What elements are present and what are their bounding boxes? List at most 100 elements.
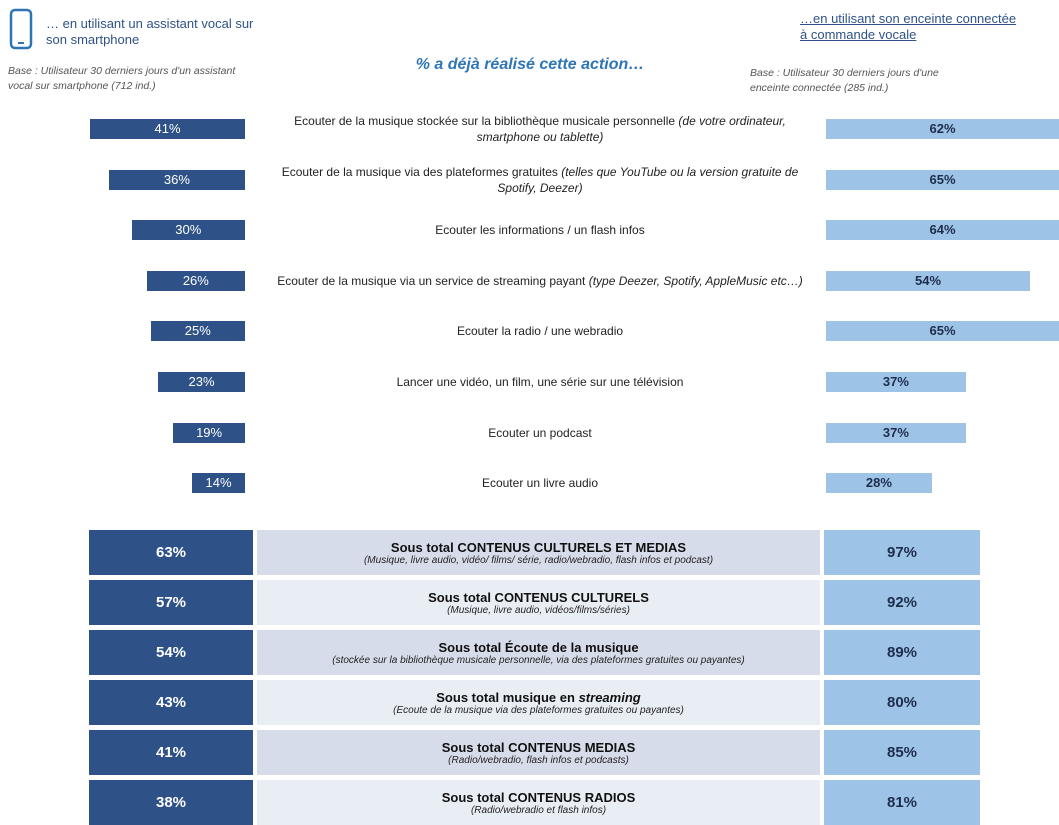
phone-icon [9, 8, 33, 50]
table-right-cell: 97% [824, 530, 980, 575]
category-note: (telles que YouTube ou la version gratui… [497, 164, 799, 195]
category-label: Ecouter de la musique via des plateforme… [275, 164, 805, 196]
table-middle-cell: Sous total musique en streaming (Ecoute d… [257, 680, 820, 725]
table-left-cell: 43% [89, 680, 253, 725]
value-label: 62% [929, 121, 956, 136]
bar: 14% [192, 473, 245, 494]
table-middle-cell: Sous total CONTENUS MEDIAS (Radio/webradi… [257, 730, 820, 775]
value-label: 19% [196, 424, 223, 440]
table-left-cell: 41% [89, 730, 253, 775]
table-note: (stockée sur la bibliothèque musicale pe… [332, 654, 745, 666]
category-name: Ecouter la radio / une webradio [456, 324, 624, 339]
value-label: 37% [882, 424, 909, 440]
bar: 41% [90, 119, 245, 139]
value-label: 14% [205, 475, 232, 491]
category-name: Ecouter de la musique stockée sur la bib… [294, 114, 676, 128]
category-text: Lancer une vidéo, un film, une série sur… [397, 374, 684, 390]
left-series-name: … en utilisant un assistant vocal sur so… [46, 16, 254, 47]
category-label: Ecouter les informations / un flash info… [275, 214, 805, 246]
bar [826, 169, 1059, 190]
value-label: 65% [929, 171, 956, 187]
table-left-cell: 63% [89, 530, 253, 575]
category-note: (de votre ordinateur, smartphone ou tabl… [476, 114, 786, 144]
table-note: (Radio/webradio et flash infos) [470, 804, 607, 816]
value-label: 65% [929, 323, 956, 339]
category-name: Ecouter de la musique via des plateforme… [281, 164, 558, 179]
table-note: (Musique, livre audio, vidéos/films/séri… [447, 604, 630, 616]
table-title: Sous total Écoute de la musique [438, 640, 638, 655]
category-name: Ecouter de la musique via un service de … [277, 273, 586, 288]
table-middle-cell: Sous total CONTENUS RADIOS (Radio/webradi… [257, 780, 820, 825]
bar: 25% [150, 321, 245, 342]
table-note: (Ecoute de la musique via des plateforme… [393, 704, 684, 716]
value-label: 23% [188, 374, 215, 389]
table-left-cell: 57% [89, 580, 253, 625]
table-title-text: Sous total CONTENUS RADIOS [441, 789, 636, 805]
value-label: 37% [882, 374, 909, 389]
table-right-cell: 85% [824, 730, 980, 775]
category-name: Ecouter un podcast [488, 425, 592, 440]
table-middle-cell: Sous total Écoute de la musique (stockée … [257, 630, 820, 675]
bar: 23% [158, 372, 245, 392]
table-title: Sous total CONTENUS MEDIAS [442, 740, 636, 755]
table-right-cell: 80% [824, 680, 980, 725]
table-middle-cell: Sous total CONTENUS CULTURELS ET MEDIAS(… [257, 530, 820, 575]
table-title: Sous total CONTENUS CULTURELS ET MEDIAS [391, 540, 686, 555]
category-text: Ecouter de la musique via des plateforme… [275, 164, 805, 196]
table-left-cell: 38% [89, 780, 253, 825]
table-title-text: Sous total Écoute de la musique [438, 639, 639, 655]
category-label: Ecouter un podcast [275, 417, 805, 449]
table-title: Sous total CONTENUS RADIOS [442, 790, 636, 805]
category-label: Ecouter la radio / une webradio [275, 315, 805, 347]
right-base: Base : Utilisateur 30 derniers jours d'u… [750, 67, 939, 94]
table-title-text: Sous total CONTENUS MEDIAS [441, 739, 636, 755]
table-right-cell: 89% [824, 630, 980, 675]
value-label: 36% [163, 171, 190, 187]
category-text: Ecouter un podcast [488, 425, 591, 441]
table-note: (Musique, livre audio, vidéo/ films/ sér… [363, 554, 714, 566]
bar: 26% [146, 270, 245, 291]
value-label: 41% [154, 121, 181, 136]
value-label: 28% [865, 475, 892, 491]
category-text: Ecouter un livre audio [482, 475, 598, 491]
category-text: Ecouter de la musique via un service de … [277, 273, 803, 289]
left-base: Base : Utilisateur 30 derniers jours d'u… [8, 65, 236, 92]
category-text: Ecouter la radio / une webradio [457, 323, 623, 339]
value-label: 30% [175, 222, 202, 238]
bar [826, 119, 1059, 139]
bar: 36% [108, 169, 245, 190]
value-label: 64% [929, 222, 956, 238]
table-title-text: Sous total musique en [436, 689, 575, 705]
table-left-cell: 54% [89, 630, 253, 675]
value-label: 26% [182, 272, 209, 288]
table-title-emphasis: streaming [578, 689, 641, 705]
table-right-cell: 92% [824, 580, 980, 625]
bar [826, 372, 966, 392]
bar: 30% [131, 220, 245, 241]
category-label: Ecouter un livre audio [275, 467, 805, 499]
bar [826, 422, 966, 443]
category-name: Lancer une vidéo, un film, une série sur… [396, 375, 684, 389]
bar [826, 473, 932, 494]
right-series-name: …en utilisant son enceinte connectée à c… [800, 11, 1017, 42]
table-title-text: Sous total CONTENUS CULTURELS [428, 589, 649, 605]
bar [826, 270, 1031, 291]
value-label: 54% [915, 272, 942, 288]
category-name: Ecouter les informations / un flash info… [435, 223, 645, 238]
bar [826, 321, 1059, 342]
table-right-cell: 81% [824, 780, 980, 825]
table-title: Sous total CONTENUS CULTURELS [428, 590, 649, 605]
table-middle-cell: Sous total CONTENUS CULTURELS (Musique, l… [257, 580, 820, 625]
table-note: (Radio/webradio, flash infos et podcasts… [448, 754, 629, 766]
table-title-text: Sous total CONTENUS CULTURELS ET MEDIAS [390, 539, 687, 555]
bar: 19% [173, 422, 245, 443]
category-label: Ecouter de la musique via un service de … [275, 265, 805, 297]
category-text: Ecouter les informations / un flash info… [435, 222, 644, 238]
category-note: (type Deezer, Spotify, AppleMusic etc…) [588, 273, 803, 288]
value-label: 25% [184, 323, 211, 339]
bar [826, 220, 1059, 241]
category-label: Ecouter de la musique stockée sur la bib… [275, 113, 805, 145]
subtitle: % a déjà réalisé cette action… [415, 56, 645, 73]
category-name: Ecouter un livre audio [481, 476, 599, 491]
